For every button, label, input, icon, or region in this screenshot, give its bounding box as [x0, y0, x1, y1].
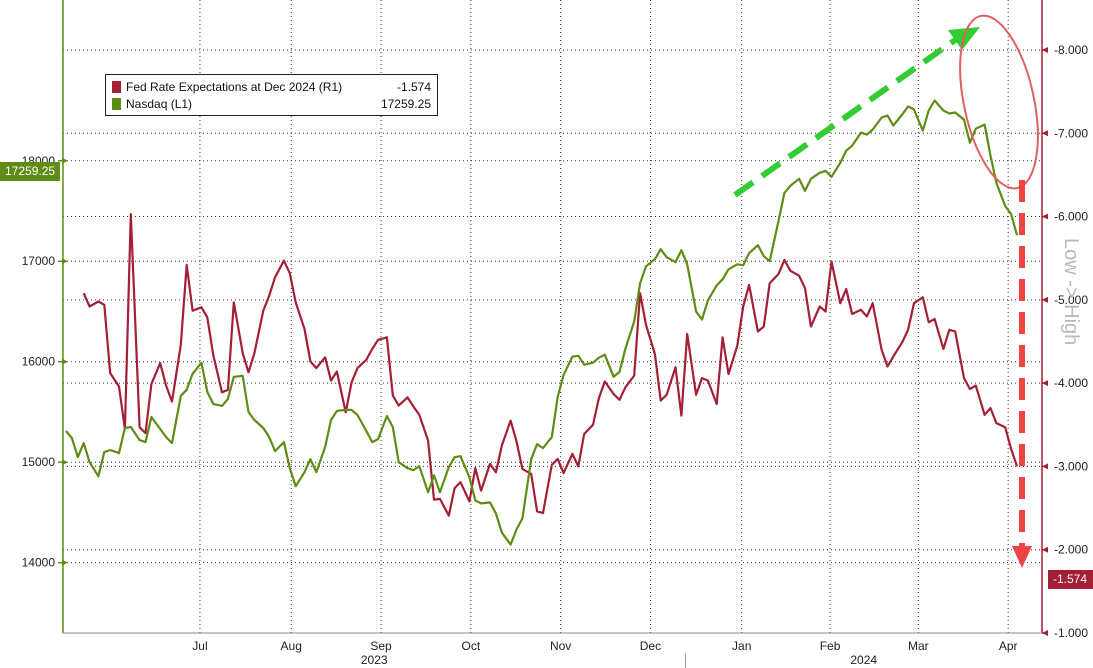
nasdaq-series-line [65, 99, 1019, 546]
right-tick-arrow [1042, 46, 1048, 53]
x-tick-label: Oct [462, 639, 481, 653]
x-tick-label: Jul [192, 639, 207, 653]
right-tick-arrow [1042, 630, 1048, 636]
x-tick-label: Feb [820, 639, 841, 653]
fed-series-line [82, 213, 1019, 517]
left-tick-arrow [62, 459, 68, 466]
x-tick-label: Dec [640, 639, 661, 653]
left-tick-label: 15000 [22, 455, 56, 469]
right-tick-label: -1.000 [1054, 626, 1088, 640]
right-tick-arrow [1042, 296, 1048, 303]
left-tick-label: 16000 [22, 355, 56, 369]
legend-label-nasdaq: Nasdaq (L1) [126, 97, 193, 111]
red-trend-arrow-head [1012, 546, 1032, 568]
right-tick-arrow [1042, 130, 1048, 137]
x-axis-ticks: Jul Aug Sep Oct Nov Dec Jan Feb Mar Apr 2023 2024 [192, 639, 1018, 668]
right-tick-label: -4.000 [1054, 376, 1088, 390]
annotations [733, 14, 1039, 568]
right-tick-label: -7.000 [1054, 126, 1088, 140]
right-tick-label: -3.000 [1054, 459, 1088, 473]
left-tick-arrow [62, 358, 68, 365]
legend-item-nasdaq: Nasdaq (L1) 17259.25 [112, 96, 431, 112]
legend-swatch-fed [112, 81, 121, 93]
x-tick-label: Jan [732, 639, 751, 653]
legend-item-fed: Fed Rate Expectations at Dec 2024 (R1) -… [112, 79, 431, 95]
left-tick-label: 14000 [22, 556, 56, 570]
right-tick-label: -8.000 [1054, 43, 1088, 57]
left-tick-label: 17000 [22, 254, 56, 268]
fed-last-value-tag: -1.574 [1048, 570, 1093, 589]
right-tick-arrow [1042, 463, 1048, 470]
right-axis-title: Low -> High [1060, 238, 1082, 345]
legend-value-nasdaq: 17259.25 [380, 97, 431, 111]
x-tick-label: Sep [370, 639, 392, 653]
legend-value-fed: -1.574 [396, 80, 431, 94]
left-tick-arrow [62, 258, 68, 265]
right-tick-arrow [1042, 380, 1048, 387]
right-axis-ticks: -1.000 -2.000 -3.000 -4.000 -5.000 -6.000 -7.0… [1042, 43, 1088, 640]
x-tick-label: Aug [281, 639, 302, 653]
green-trend-arrow-line [733, 35, 960, 198]
axes [62, 0, 1043, 634]
x-tick-label: Nov [550, 639, 571, 653]
x-tick-label: Mar [908, 639, 929, 653]
nasdaq-last-value-tag: 17259.25 [0, 162, 60, 181]
left-tick-arrow [62, 157, 68, 164]
right-tick-label: -2.000 [1054, 543, 1088, 557]
legend-swatch-nasdaq [112, 98, 121, 110]
legend: Fed Rate Expectations at Dec 2024 (R1) -… [105, 74, 438, 116]
year-label: 2023 [361, 653, 388, 667]
right-tick-label: -5.000 [1054, 293, 1088, 307]
x-tick-label: Apr [999, 639, 1018, 653]
highlight-circle [959, 14, 1039, 190]
legend-label-fed: Fed Rate Expectations at Dec 2024 (R1) [126, 80, 343, 94]
right-tick-label: -6.000 [1054, 210, 1088, 224]
right-tick-arrow [1042, 213, 1048, 220]
right-tick-arrow [1042, 546, 1048, 553]
year-label: 2024 [850, 653, 877, 667]
left-tick-arrow [62, 559, 68, 566]
